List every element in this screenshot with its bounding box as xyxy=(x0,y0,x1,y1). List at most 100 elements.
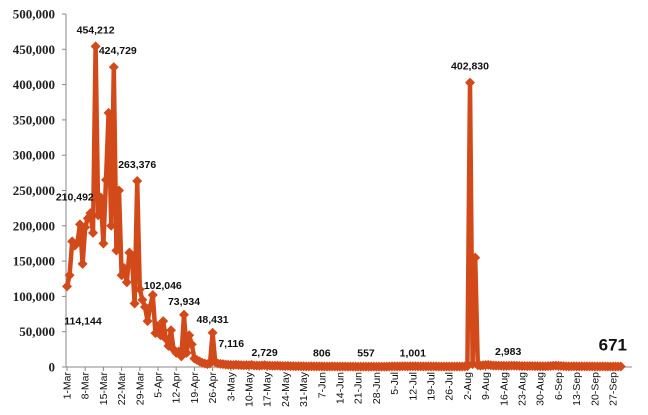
data-point-marker xyxy=(93,210,104,221)
data-point-marker xyxy=(132,176,143,187)
x-tick-label: 22-Mar xyxy=(116,372,128,406)
x-tick-label: 27-Sep xyxy=(608,372,620,406)
data-point-marker xyxy=(158,316,169,327)
data-point-marker xyxy=(129,298,140,309)
data-label: 114,144 xyxy=(64,315,102,327)
data-point-marker xyxy=(179,309,189,320)
data-point-marker xyxy=(147,289,158,300)
data-point-marker xyxy=(90,41,101,52)
y-tick-label: 300,000 xyxy=(13,148,55,163)
y-tick-label: 450,000 xyxy=(13,42,55,57)
x-tick-label: 13-Sep xyxy=(571,372,583,406)
y-tick-label: 350,000 xyxy=(13,112,55,127)
x-tick-label: 1-Mar xyxy=(62,371,74,399)
x-tick-label: 16-Aug xyxy=(498,372,510,406)
data-label: 102,046 xyxy=(144,280,182,292)
data-point-marker xyxy=(142,316,153,327)
data-label: 671 xyxy=(599,336,627,355)
data-point-marker xyxy=(106,220,117,231)
x-tick-label: 12-Jul xyxy=(407,372,419,401)
data-point-marker xyxy=(77,258,88,269)
x-tick-label: 20-Sep xyxy=(589,372,601,406)
x-tick-label: 15-Mar xyxy=(98,372,110,406)
y-tick-label: 200,000 xyxy=(13,218,55,233)
x-tick-label: 31-May xyxy=(298,371,310,407)
x-tick-label: 21-Jun xyxy=(353,372,365,404)
data-label: 806 xyxy=(313,347,331,359)
data-point-marker xyxy=(103,107,114,118)
y-tick-label: 100,000 xyxy=(13,289,55,304)
x-tick-label: 6-Sep xyxy=(553,372,565,400)
y-axis: 0 50,000 100,000 150,000 200,000 250,000 300,0… xyxy=(13,7,67,375)
data-point-marker xyxy=(108,62,119,73)
x-axis: 1-Mar 8-Mar 15-Mar 22-Mar 29-Mar 5-Apr 12-Apr 1… xyxy=(62,366,632,407)
y-tick-label: 150,000 xyxy=(13,254,55,269)
data-point-marker xyxy=(121,277,132,288)
data-label: 557 xyxy=(357,348,375,360)
x-tick-label: 8-Mar xyxy=(80,371,92,399)
data-point-marker xyxy=(615,361,626,372)
series-line xyxy=(62,41,626,372)
data-point-marker xyxy=(465,77,475,88)
data-point-marker xyxy=(114,185,124,196)
data-point-marker xyxy=(145,301,156,312)
x-tick-label: 5-Apr xyxy=(153,372,165,398)
x-tick-label: 19-Jul xyxy=(426,372,438,401)
data-point-marker xyxy=(64,270,75,281)
x-tick-label: 26-Apr xyxy=(207,371,219,403)
data-point-marker xyxy=(166,325,176,336)
data-point-marker xyxy=(134,284,145,295)
x-tick-label: 9-Aug xyxy=(480,372,492,400)
data-point-marker xyxy=(470,252,481,263)
data-point-marker xyxy=(88,227,98,238)
data-point-marker xyxy=(72,237,83,248)
data-label: 1,001 xyxy=(400,347,426,359)
data-point-marker xyxy=(127,252,137,263)
data-point-marker xyxy=(184,330,195,341)
data-point-marker xyxy=(85,208,96,219)
data-point-marker xyxy=(62,281,72,292)
x-tick-label: 30-Aug xyxy=(535,372,547,406)
data-label: 454,212 xyxy=(77,24,115,36)
data-label: 2,983 xyxy=(495,346,521,358)
data-point-marker xyxy=(80,222,91,233)
x-tick-label: 23-Aug xyxy=(517,372,529,406)
y-tick-label: 0 xyxy=(49,360,56,375)
data-point-marker xyxy=(111,245,122,256)
data-label: 2,729 xyxy=(251,347,277,359)
data-label: 402,830 xyxy=(451,61,489,73)
x-tick-label: 10-May xyxy=(244,371,256,407)
data-point-marker xyxy=(186,339,197,350)
data-point-marker xyxy=(98,238,109,249)
data-point-marker xyxy=(181,347,192,358)
data-label: 263,376 xyxy=(118,159,156,171)
y-tick-label: 50,000 xyxy=(19,324,55,339)
x-tick-label: 14-Jun xyxy=(335,372,347,404)
x-tick-label: 5-Jul xyxy=(389,372,401,395)
y-tick-label: 500,000 xyxy=(13,7,55,22)
data-label: 73,934 xyxy=(168,296,200,308)
x-tick-label: 19-Apr xyxy=(189,371,201,403)
data-label: 48,431 xyxy=(197,314,229,326)
x-tick-label: 24-May xyxy=(280,371,292,407)
x-tick-label: 12-Apr xyxy=(171,371,183,403)
data-label: 7,116 xyxy=(218,338,244,350)
x-tick-label: 29-Mar xyxy=(134,372,146,406)
data-point-marker xyxy=(207,327,218,338)
data-point-marker xyxy=(95,192,106,203)
x-tick-label: 28-Jun xyxy=(371,372,383,404)
data-labels: 114,144 210,492 454,212 424,729 263,376 102,0… xyxy=(56,24,627,359)
x-tick-label: 2-Aug xyxy=(462,372,474,400)
data-point-marker xyxy=(140,301,150,312)
x-tick-label: 17-May xyxy=(262,371,274,407)
x-tick-label: 26-Jul xyxy=(444,372,456,401)
data-label: 210,492 xyxy=(56,191,94,203)
data-point-marker xyxy=(101,174,111,185)
data-label: 424,729 xyxy=(99,45,137,57)
x-tick-label: 3-May xyxy=(225,371,237,401)
y-tick-label: 400,000 xyxy=(13,77,55,92)
x-tick-label: 7-Jun xyxy=(316,372,328,398)
data-point-marker xyxy=(119,263,130,274)
y-tick-label: 250,000 xyxy=(13,183,55,198)
